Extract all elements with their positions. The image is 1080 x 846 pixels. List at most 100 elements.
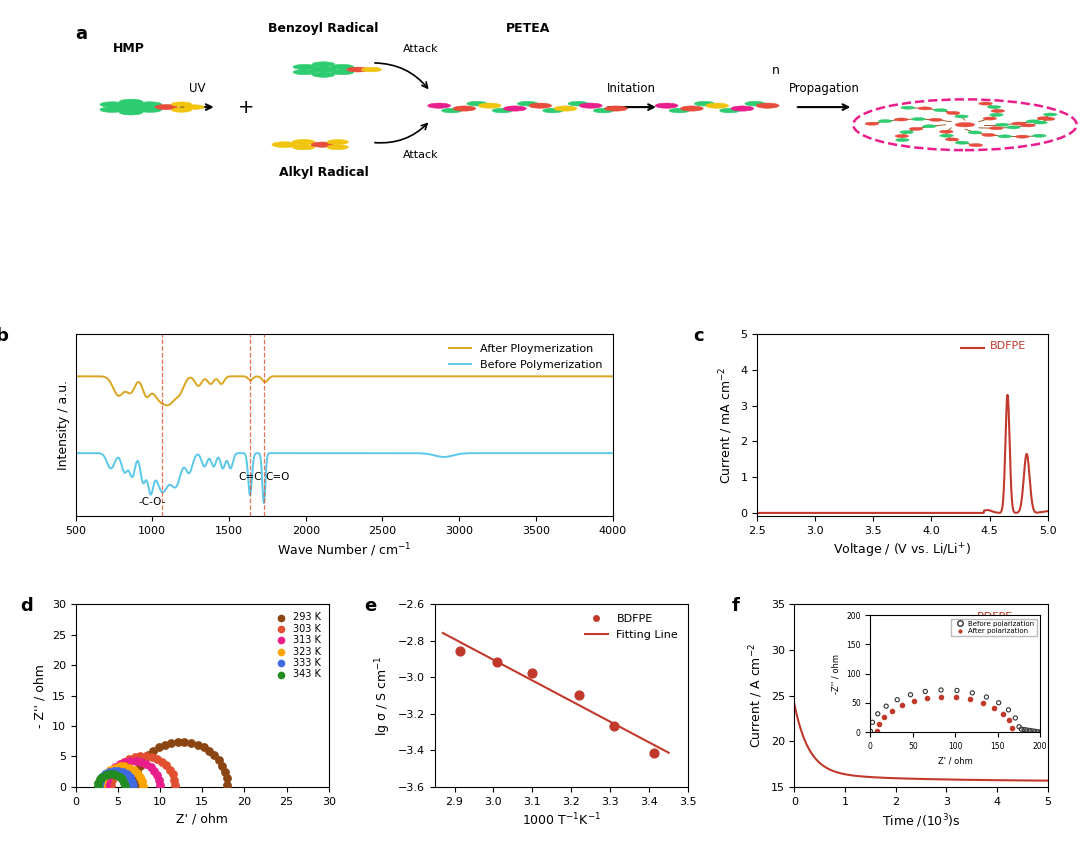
323 K <box>129 766 146 779</box>
Circle shape <box>956 141 969 144</box>
Circle shape <box>909 127 922 130</box>
Text: -C-O-: -C-O- <box>138 497 166 507</box>
Circle shape <box>543 108 563 113</box>
343 K <box>116 779 133 793</box>
After Ploymerization <box>316 371 329 382</box>
Before Polymerization <box>591 448 604 459</box>
Before Polymerization <box>96 450 109 460</box>
Circle shape <box>894 118 908 121</box>
Circle shape <box>756 103 779 108</box>
Circle shape <box>1007 126 1020 129</box>
After Ploymerization <box>606 371 619 382</box>
Before Polymerization <box>606 448 619 459</box>
Text: Initation: Initation <box>607 81 656 95</box>
BDFPE <box>570 688 588 701</box>
323 K <box>134 779 151 793</box>
313 K <box>127 754 145 767</box>
Circle shape <box>579 103 603 108</box>
343 K <box>92 772 109 786</box>
333 K <box>121 771 138 784</box>
Text: PETEA: PETEA <box>505 22 550 35</box>
303 K <box>165 773 183 787</box>
Circle shape <box>117 104 145 110</box>
Circle shape <box>311 67 336 73</box>
Circle shape <box>293 69 315 74</box>
293 K <box>129 765 146 778</box>
Text: a: a <box>76 25 87 43</box>
303 K <box>103 778 120 792</box>
After Ploymerization <box>161 400 174 410</box>
Circle shape <box>119 99 143 105</box>
Circle shape <box>442 108 462 113</box>
Text: e: e <box>364 597 377 615</box>
Circle shape <box>332 69 354 74</box>
Before Polymerization <box>69 448 82 459</box>
303 K <box>137 749 154 762</box>
Circle shape <box>293 145 315 150</box>
333 K <box>124 779 141 793</box>
323 K <box>106 761 123 774</box>
Circle shape <box>293 140 315 145</box>
Circle shape <box>982 134 996 136</box>
323 K <box>102 763 119 777</box>
303 K <box>143 750 160 763</box>
Circle shape <box>478 103 501 108</box>
313 K <box>137 757 154 771</box>
Circle shape <box>895 139 909 141</box>
Before Polymerization <box>330 448 343 459</box>
333 K <box>118 767 135 781</box>
313 K <box>149 768 166 782</box>
Circle shape <box>922 124 936 128</box>
293 K <box>150 740 167 754</box>
Circle shape <box>568 102 589 106</box>
303 K <box>148 752 165 766</box>
343 K <box>113 772 131 786</box>
Text: b: b <box>0 327 8 345</box>
343 K <box>94 770 111 783</box>
293 K <box>127 772 145 785</box>
BDFPE <box>646 746 663 760</box>
Y-axis label: lg σ / S cm$^{-1}$: lg σ / S cm$^{-1}$ <box>373 656 392 736</box>
Circle shape <box>865 122 879 125</box>
303 K <box>116 755 133 768</box>
333 K <box>91 779 108 793</box>
Text: C=C: C=C <box>239 472 261 482</box>
Circle shape <box>138 107 162 113</box>
Circle shape <box>912 118 926 121</box>
Circle shape <box>705 103 729 108</box>
333 K <box>114 765 132 778</box>
Circle shape <box>453 106 476 111</box>
Circle shape <box>138 102 162 107</box>
Text: f: f <box>731 597 739 615</box>
After Ploymerization <box>591 371 604 382</box>
Circle shape <box>327 145 349 150</box>
313 K <box>111 757 129 771</box>
Legend: BDFPE, Fitting Line: BDFPE, Fitting Line <box>581 610 683 645</box>
Text: Alkyl Radical: Alkyl Radical <box>279 166 368 179</box>
323 K <box>134 774 151 788</box>
BDFPE <box>524 666 541 679</box>
Text: +: + <box>238 97 254 117</box>
323 K <box>98 766 116 779</box>
Text: BDFPE: BDFPE <box>976 613 1013 622</box>
BDFPE <box>606 719 623 733</box>
303 K <box>108 763 125 777</box>
Circle shape <box>945 138 959 141</box>
Before Polymerization <box>316 448 329 459</box>
293 K <box>214 759 231 772</box>
Text: BDFPE: BDFPE <box>989 341 1026 350</box>
Text: UV: UV <box>189 81 205 95</box>
313 K <box>107 760 124 773</box>
Circle shape <box>100 107 124 113</box>
Circle shape <box>184 105 204 109</box>
Circle shape <box>293 64 315 69</box>
293 K <box>162 736 179 750</box>
X-axis label: Wave Number / cm$^{-1}$: Wave Number / cm$^{-1}$ <box>276 541 411 559</box>
Circle shape <box>918 107 932 110</box>
Circle shape <box>327 140 349 145</box>
Before Polymerization <box>492 448 505 459</box>
Text: c: c <box>693 327 704 345</box>
313 K <box>151 778 168 792</box>
Circle shape <box>991 109 1004 113</box>
Circle shape <box>946 112 960 114</box>
